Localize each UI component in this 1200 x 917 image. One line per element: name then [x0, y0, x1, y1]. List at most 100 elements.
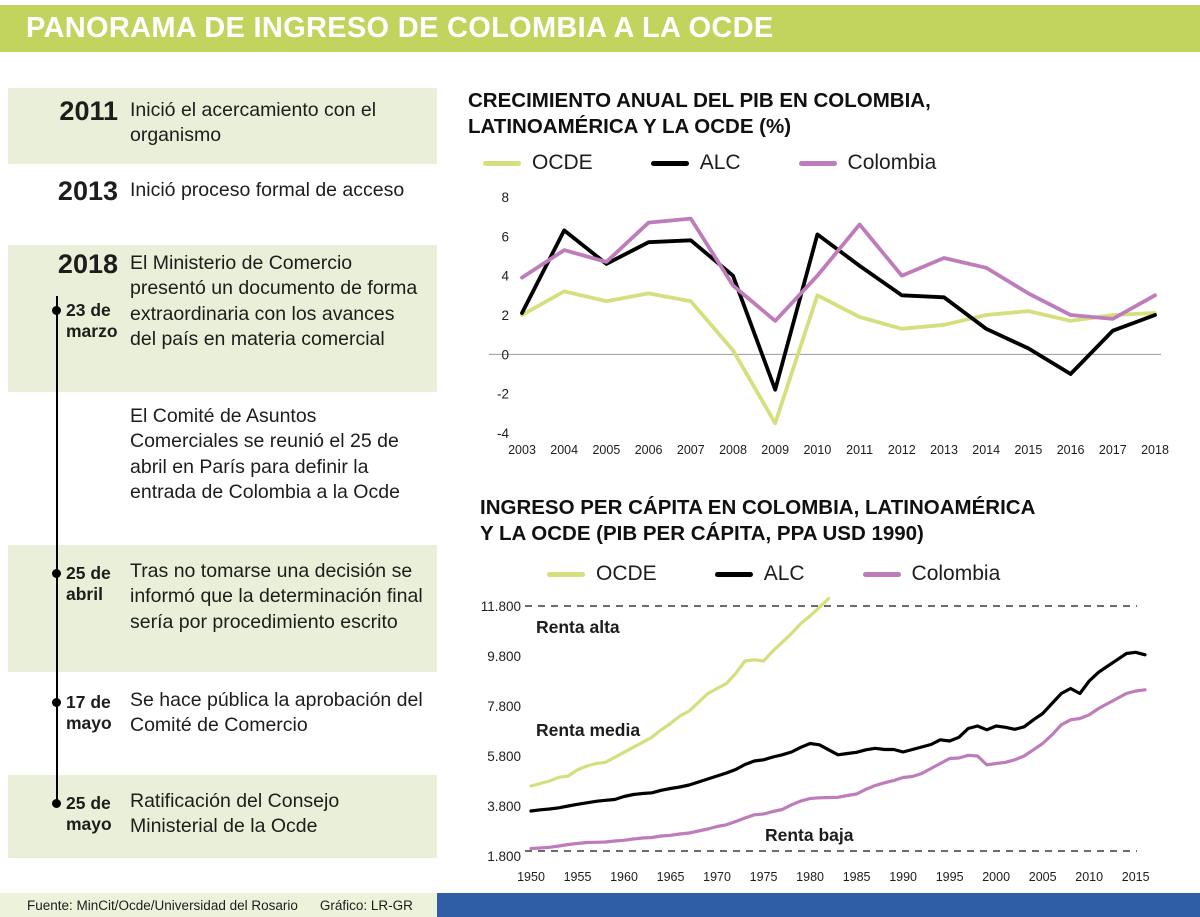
alc-line-swatch [714, 571, 753, 577]
svg-text:1970: 1970 [703, 870, 731, 884]
footer-blue-bar [437, 893, 1200, 917]
timeline-bullet [52, 799, 61, 808]
svg-text:2012: 2012 [888, 443, 916, 457]
svg-text:2007: 2007 [677, 443, 705, 457]
alc-line-swatch [650, 160, 689, 166]
gdp-chart-title-line1: CRECIMIENTO ANUAL DEL PIB EN COLOMBIA, [468, 89, 931, 112]
svg-text:2006: 2006 [635, 443, 663, 457]
svg-text:1950: 1950 [517, 870, 545, 884]
legend-label-ocde: OCDE [532, 151, 593, 174]
timeline-row-2011: 2011 Inició el acercamiento con el organ… [8, 88, 437, 164]
credit-text: Gráfico: LR-GR [319, 897, 413, 913]
gdp-chart-title-line2: LATINOAMÉRICA Y LA OCDE (%) [468, 115, 792, 139]
timeline-text: Ratificación del Consejo Ministerial de … [130, 790, 340, 838]
svg-text:2014: 2014 [972, 443, 1000, 457]
timeline-text: Se hace pública la aprobación del Comité… [130, 689, 423, 737]
timeline-connector [56, 296, 58, 806]
timeline-row-comite: El Comité de Asuntos Comerciales se reun… [8, 392, 437, 545]
page-title: PANORAMA DE INGRESO DE COLOMBIA A LA OCD… [26, 12, 774, 44]
svg-text:Renta alta: Renta alta [536, 617, 620, 637]
gdp-chart-plot: 8 6 4 2 0 -2 -4 2003 2004 2005 2006 2007 2008 2009 201… [489, 190, 1169, 457]
legend-item-ocde: OCDE [483, 151, 593, 175]
svg-text:11.800: 11.800 [481, 599, 521, 614]
svg-text:0: 0 [501, 347, 509, 362]
gdp-growth-chart: CRECIMIENTO ANUAL DEL PIB EN COLOMBIA, L… [437, 88, 1200, 492]
svg-text:2005: 2005 [592, 443, 620, 457]
svg-text:1995: 1995 [936, 870, 964, 884]
svg-text:2015: 2015 [1014, 443, 1042, 457]
svg-text:Renta media: Renta media [536, 720, 640, 740]
timeline-text: El Comité de Asuntos Comerciales se reun… [130, 405, 400, 504]
income-chart-title-line1: INGRESO PER CÁPITA EN COLOMBIA, LATINOAM… [480, 496, 1036, 519]
timeline-year: 2018 [57, 249, 118, 279]
svg-text:2017: 2017 [1099, 443, 1127, 457]
income-chart-legend: OCDE ALC Colombia [547, 561, 1058, 587]
timeline-text: El Ministerio de Comercio presentó un do… [130, 252, 418, 351]
header-bar: PANORAMA DE INGRESO DE COLOMBIA A LA OCD… [0, 5, 1200, 52]
legend-label-alc: ALC [699, 151, 741, 174]
legend-item-alc: ALC [650, 151, 741, 175]
svg-text:1975: 1975 [750, 870, 778, 884]
timeline-row-2013: 2013 Inició proceso formal de acceso [8, 164, 437, 245]
svg-text:2010: 2010 [803, 443, 831, 457]
svg-text:2004: 2004 [550, 443, 578, 457]
svg-text:2018: 2018 [1141, 443, 1169, 457]
svg-text:9.800: 9.800 [487, 649, 521, 664]
svg-text:2009: 2009 [761, 443, 789, 457]
svg-text:1960: 1960 [610, 870, 638, 884]
timeline-row-17-mayo: 17 de mayo Se hace pública la aprobación… [8, 672, 437, 775]
income-chart-plot: 11.800 9.800 7.800 5.800 3.800 1.800 1950 1955 1… [481, 596, 1150, 884]
svg-text:2: 2 [501, 308, 509, 323]
timeline-year: 2011 [59, 96, 118, 126]
svg-text:1.800: 1.800 [487, 849, 521, 864]
svg-text:2015: 2015 [1122, 870, 1150, 884]
svg-text:7.800: 7.800 [487, 699, 521, 714]
legend-item-alc: ALC [714, 562, 805, 586]
svg-text:Renta baja: Renta baja [765, 825, 854, 845]
svg-text:1965: 1965 [657, 870, 685, 884]
legend-item-colombia: Colombia [798, 151, 937, 175]
timeline-text: Inició proceso formal de acceso [130, 179, 405, 201]
svg-text:2005: 2005 [1029, 870, 1057, 884]
timeline-text: Inició el acercamiento con el organismo [130, 99, 377, 147]
legend-label-ocde: OCDE [596, 562, 657, 585]
timeline-text: Tras no tomarse una decisión se informó … [130, 560, 423, 633]
svg-text:1980: 1980 [796, 870, 824, 884]
svg-text:2011: 2011 [846, 443, 873, 457]
svg-text:6: 6 [501, 229, 509, 244]
svg-text:2003: 2003 [508, 443, 536, 457]
income-per-capita-chart: INGRESO PER CÁPITA EN COLOMBIA, LATINOAM… [437, 495, 1200, 907]
timeline-date: 25 de abril [66, 563, 111, 604]
ocde-line-swatch [483, 160, 521, 166]
timeline-date: 25 de mayo [66, 793, 112, 834]
svg-text:2010: 2010 [1075, 870, 1103, 884]
svg-text:-2: -2 [497, 387, 509, 402]
legend-label-alc: ALC [763, 562, 805, 585]
svg-text:2013: 2013 [930, 443, 958, 457]
colombia-line-swatch [798, 160, 837, 166]
timeline-year: 2013 [57, 176, 118, 206]
svg-text:2000: 2000 [982, 870, 1010, 884]
timeline-date: 23 de marzo [66, 300, 118, 341]
svg-text:1985: 1985 [843, 870, 871, 884]
svg-text:2008: 2008 [719, 443, 747, 457]
timeline-row-25-mayo: 25 de mayo Ratificación del Consejo Mini… [8, 775, 437, 858]
income-chart-title-line2: Y LA OCDE (PIB PER CÁPITA, PPA USD 1990) [480, 522, 924, 546]
footer-source-strip: Fuente: MinCit/Ocde/Universidad del Rosa… [0, 893, 437, 917]
svg-text:-4: -4 [497, 426, 509, 441]
svg-text:3.800: 3.800 [487, 799, 521, 814]
svg-text:1990: 1990 [889, 870, 917, 884]
svg-text:1955: 1955 [564, 870, 592, 884]
svg-text:8: 8 [501, 190, 509, 205]
gdp-chart-legend: OCDE ALC Colombia [483, 150, 994, 176]
timeline-bullet [52, 698, 61, 707]
timeline-date: 17 de mayo [66, 692, 112, 733]
income-chart-title: INGRESO PER CÁPITA EN COLOMBIA, LATINOAM… [480, 495, 1065, 547]
timeline-row-25-abril: 25 de abril Tras no tomarse una decisión… [8, 545, 437, 672]
timeline-bullet [52, 569, 61, 578]
svg-text:4: 4 [501, 269, 509, 284]
ocde-line-swatch [547, 571, 585, 577]
legend-label-colombia: Colombia [847, 151, 937, 174]
legend-item-ocde: OCDE [547, 562, 657, 586]
